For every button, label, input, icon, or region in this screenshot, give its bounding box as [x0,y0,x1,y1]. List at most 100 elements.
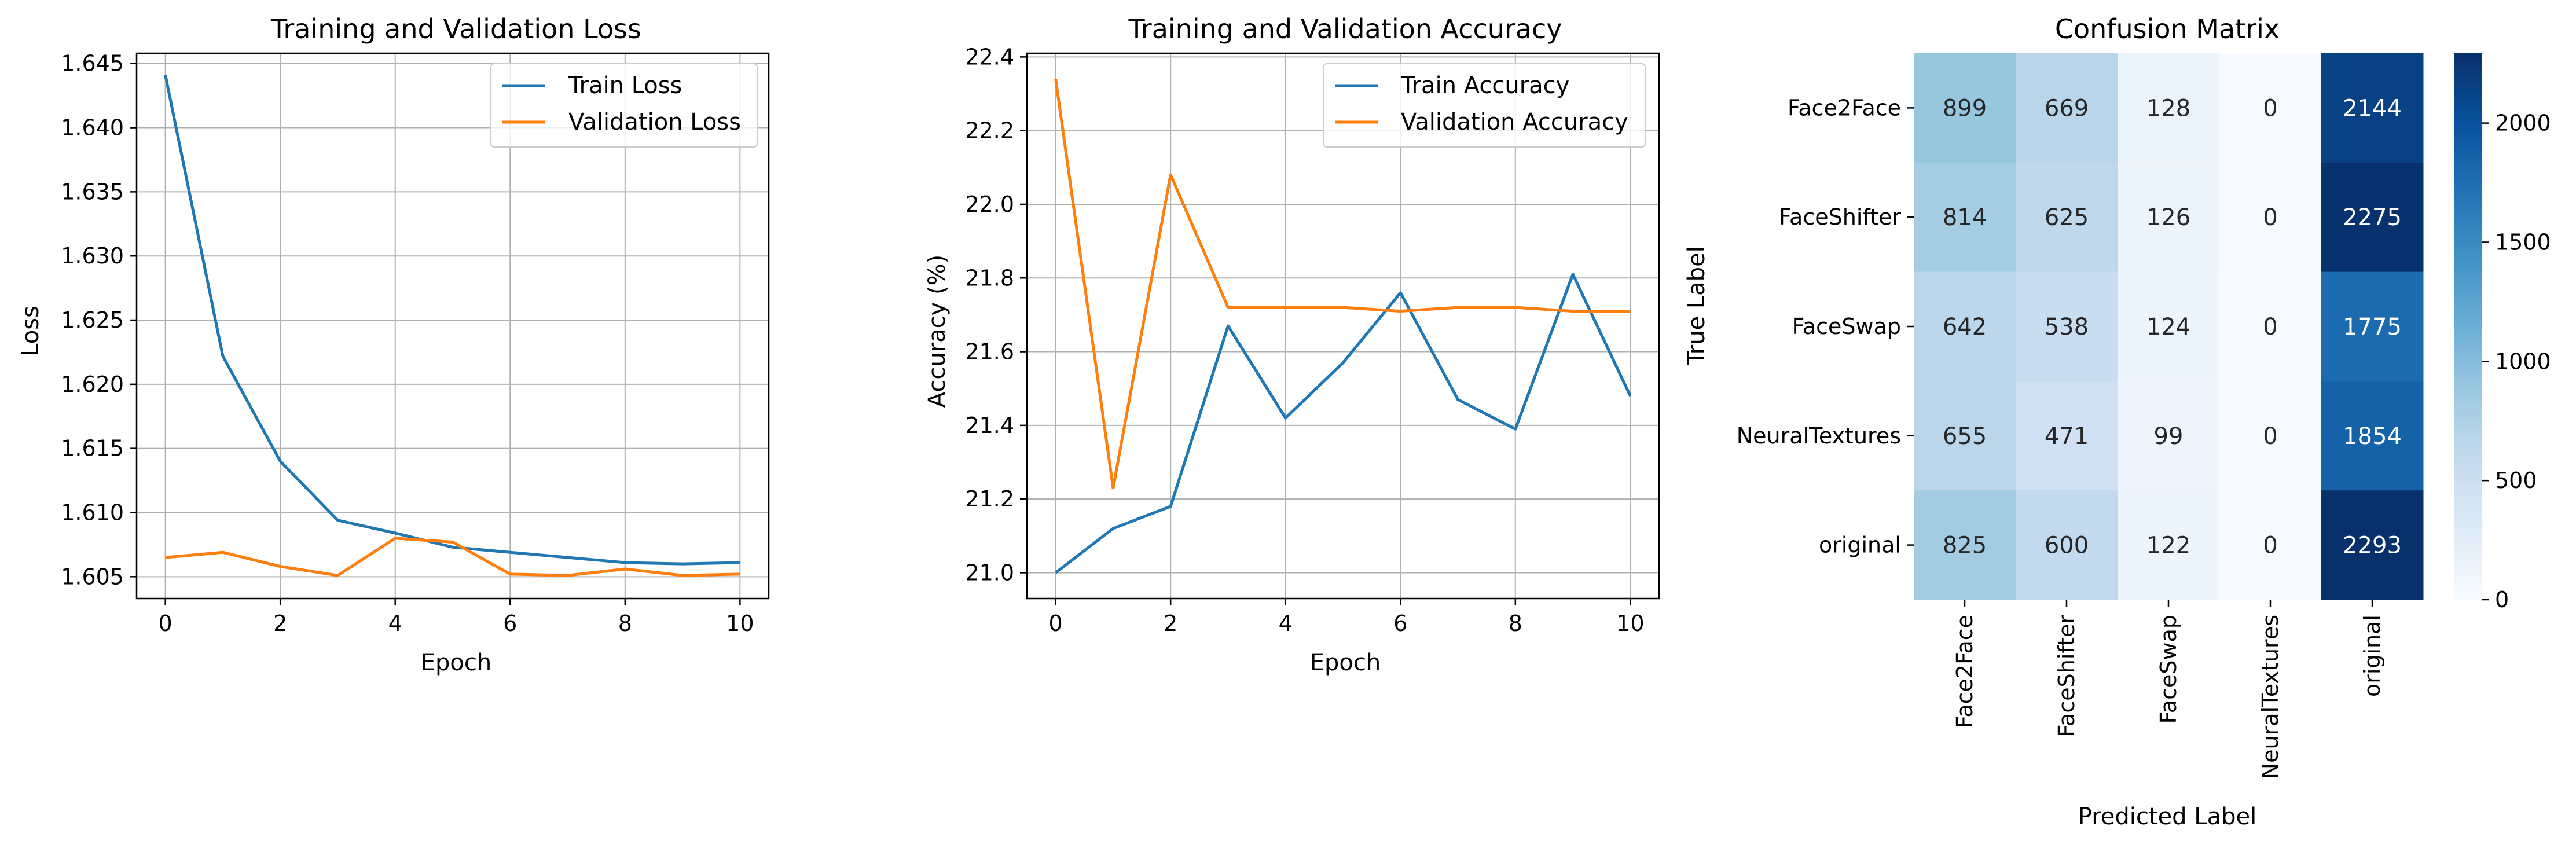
accuracy-xtick-label: 0 [1049,611,1063,636]
loss-xtick-label: 0 [159,611,173,636]
colorbar-tick-label: 1500 [2495,229,2551,255]
colorbar-tick-label: 1000 [2495,348,2551,374]
heatmap-cell-value: 1775 [2343,314,2402,340]
accuracy-ytick-label: 22.2 [965,118,1014,144]
heatmap-cell-value: 2144 [2343,95,2402,122]
accuracy-xtick-label: 8 [1509,611,1522,636]
confusion-matrix-title: Confusion Matrix [2055,13,2280,45]
accuracy-axes-frame [1026,52,1660,600]
heatmap-xlabel-faceshifter: FaceShifter [2054,615,2079,737]
heatmap-ylabel-original: original [1819,533,1901,558]
loss-axes-frame [135,52,770,600]
heatmap-cell [2016,271,2118,381]
heatmap-cell-value: 655 [1943,423,1987,450]
loss-xtick-label: 4 [388,611,402,636]
heatmap-cell-value: 600 [2045,533,2089,559]
legend-label-validation-accuracy: Validation Accuracy [1401,109,1628,135]
heatmap-cell-value: 128 [2146,95,2190,122]
loss-chart: Training and Validation Loss Epoch Loss … [17,13,770,676]
heatmap-cell-value: 126 [2146,204,2190,231]
accuracy-xtick-label: 4 [1279,611,1293,636]
heatmap-cell-value: 669 [2045,95,2089,122]
heatmap-cell [2321,271,2424,381]
accuracy-ytick-label: 21.8 [965,265,1014,291]
accuracy-xtick-label: 2 [1164,611,1177,636]
heatmap-cell [2118,381,2220,491]
heatmap-cell [1914,490,2016,600]
heatmap-cell-value: 1854 [2343,423,2402,450]
accuracy-chart-xlabel: Epoch [1310,649,1381,676]
heatmap-cell [2219,162,2322,273]
accuracy-chart-ylabel: Accuracy (%) [924,255,951,408]
heatmap-xlabel-original: original [2360,615,2385,697]
heatmap-cell [2016,53,2118,163]
heatmap-cell-value: 0 [2263,533,2277,559]
accuracy-ytick-label: 21.4 [965,413,1014,438]
loss-xtick-label: 10 [726,611,754,636]
loss-xtick-label: 8 [618,611,632,636]
colorbar-tick-label: 2000 [2495,111,2551,136]
heatmap-cell-value: 0 [2263,423,2277,450]
heatmap-cell [1914,162,2016,273]
heatmap-cell [1914,381,2016,491]
accuracy-legend: Train Accuracy Validation Accuracy [1323,63,1646,148]
accuracy-series-train-accuracy [1055,273,1632,574]
heatmap-cell [2321,162,2424,273]
loss-xtick-label: 2 [273,611,287,636]
heatmap-cell [2118,271,2220,381]
accuracy-ytick-label: 22.4 [965,44,1014,69]
heatmap-ylabel-face2face: Face2Face [1788,95,1901,120]
legend-label-train-loss: Train Loss [568,72,682,99]
heatmap-cell-value: 642 [1943,314,1987,340]
heatmap-cell-value: 625 [2045,204,2089,231]
colorbar-tick-label: 500 [2495,468,2537,493]
heatmap-cell [2118,53,2220,163]
heatmap-xlabel-neuraltextures: NeuralTextures [2258,615,2283,779]
loss-chart-title: Training and Validation Loss [270,13,641,45]
heatmap-cell [2219,381,2322,491]
accuracy-ytick-label: 21.2 [965,486,1014,512]
heatmap-cell-value: 825 [1943,533,1987,559]
heatmap-cell-value: 122 [2146,533,2190,559]
heatmap-cell [2118,162,2220,273]
confusion-matrix: Confusion Matrix Predicted Label True La… [1683,13,2551,830]
heatmap-cell-value: 99 [2154,423,2184,450]
confusion-matrix-xlabel: Predicted Label [2078,803,2256,830]
heatmap-cell [1914,271,2016,381]
heatmap-cell [2321,490,2424,600]
accuracy-chart-title: Training and Validation Accuracy [1128,13,1562,45]
loss-xtick-label: 6 [503,611,517,636]
heatmap-ylabel-faceswap: FaceSwap [1792,314,1901,339]
legend-label-train-accuracy: Train Accuracy [1400,72,1569,99]
heatmap-cell-value: 0 [2263,204,2277,231]
heatmap-cell [1914,53,2016,163]
accuracy-chart: Training and Validation Accuracy Epoch A… [924,13,1660,676]
accuracy-ytick-label: 21.6 [965,339,1014,365]
heatmap-cell [2016,381,2118,491]
loss-ytick-label: 1.605 [61,564,124,589]
loss-ytick-label: 1.615 [61,436,124,461]
heatmap-ylabel-neuraltextures: NeuralTextures [1737,423,1901,449]
heatmap-cell [2219,271,2322,381]
loss-series-validation-loss [165,537,740,577]
heatmap-cell [2219,490,2322,600]
heatmap-cell [2016,162,2118,273]
colorbar-tick-label: 0 [2495,587,2509,612]
heatmap-cell-value: 124 [2146,314,2190,340]
loss-ytick-label: 1.630 [61,243,124,269]
loss-ytick-label: 1.620 [61,372,124,397]
heatmap-cell [2219,53,2322,163]
accuracy-ytick-label: 22.0 [965,192,1014,217]
heatmap-cell [2321,53,2424,163]
loss-series-train-loss [164,75,740,566]
loss-ytick-label: 1.645 [61,51,124,76]
loss-legend: Train Loss Validation Loss [490,63,758,148]
loss-chart-xlabel: Epoch [421,649,491,676]
loss-ytick-label: 1.640 [61,115,124,141]
accuracy-ytick-label: 21.0 [965,560,1014,585]
heatmap-xlabel-face2face: Face2Face [1952,615,1977,728]
heatmap-xlabel-faceswap: FaceSwap [2156,615,2181,724]
legend-label-validation-loss: Validation Loss [568,109,741,135]
heatmap-cell-value: 471 [2045,423,2089,450]
